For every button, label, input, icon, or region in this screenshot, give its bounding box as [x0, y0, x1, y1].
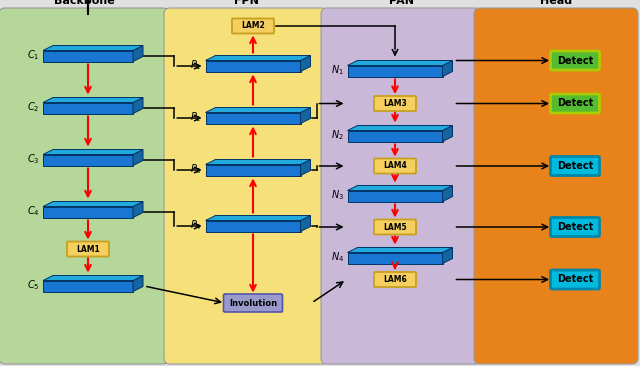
Text: $N_3$: $N_3$ [331, 188, 344, 202]
Polygon shape [348, 186, 452, 190]
FancyBboxPatch shape [474, 8, 638, 364]
Polygon shape [205, 220, 301, 232]
Polygon shape [43, 102, 133, 113]
Text: $C_1$: $C_1$ [27, 48, 39, 62]
Polygon shape [205, 216, 310, 220]
Polygon shape [442, 60, 452, 76]
Text: Detect: Detect [557, 274, 593, 284]
Text: $C_2$: $C_2$ [27, 100, 39, 114]
Polygon shape [301, 108, 310, 123]
Polygon shape [133, 97, 143, 113]
FancyBboxPatch shape [374, 272, 416, 287]
Polygon shape [348, 126, 452, 131]
Text: LAM2: LAM2 [241, 22, 265, 30]
Polygon shape [43, 51, 133, 61]
Text: $C_5$: $C_5$ [27, 278, 39, 292]
Polygon shape [205, 164, 301, 176]
FancyBboxPatch shape [232, 19, 274, 34]
Text: $P_3$: $P_3$ [189, 162, 202, 176]
Polygon shape [43, 97, 143, 102]
Text: Head: Head [540, 0, 572, 6]
Polygon shape [442, 247, 452, 264]
FancyBboxPatch shape [550, 157, 600, 176]
Polygon shape [348, 131, 442, 142]
Polygon shape [205, 108, 310, 112]
Text: $P_2$: $P_2$ [190, 110, 201, 124]
Polygon shape [348, 60, 452, 66]
Text: $C_4$: $C_4$ [27, 204, 40, 218]
Polygon shape [205, 56, 310, 60]
Text: $N_1$: $N_1$ [331, 63, 344, 77]
Text: Detect: Detect [557, 222, 593, 232]
FancyBboxPatch shape [374, 96, 416, 111]
Polygon shape [43, 202, 143, 206]
FancyBboxPatch shape [164, 8, 328, 364]
Polygon shape [205, 112, 301, 123]
FancyBboxPatch shape [550, 51, 600, 70]
FancyBboxPatch shape [374, 220, 416, 235]
FancyBboxPatch shape [550, 270, 600, 289]
Polygon shape [43, 280, 133, 291]
Polygon shape [348, 190, 442, 202]
Text: Detect: Detect [557, 56, 593, 66]
Text: $P_1$: $P_1$ [189, 58, 201, 72]
Text: $C_3$: $C_3$ [27, 152, 39, 166]
FancyBboxPatch shape [550, 217, 600, 236]
Text: LAM4: LAM4 [383, 161, 407, 171]
Polygon shape [348, 253, 442, 264]
FancyBboxPatch shape [321, 8, 481, 364]
Polygon shape [301, 216, 310, 232]
Text: Backbone: Backbone [54, 0, 115, 6]
Polygon shape [43, 154, 133, 165]
FancyBboxPatch shape [374, 158, 416, 173]
Polygon shape [133, 202, 143, 217]
Polygon shape [133, 45, 143, 61]
Text: PAN: PAN [388, 0, 413, 6]
Text: LAM1: LAM1 [76, 244, 100, 254]
Text: LAM3: LAM3 [383, 99, 407, 108]
Text: LAM6: LAM6 [383, 275, 407, 284]
Text: LAM5: LAM5 [383, 223, 407, 232]
Polygon shape [301, 160, 310, 176]
Text: Detect: Detect [557, 161, 593, 171]
Polygon shape [301, 56, 310, 71]
Polygon shape [442, 126, 452, 142]
Polygon shape [348, 247, 452, 253]
Polygon shape [43, 149, 143, 154]
Text: FPN: FPN [234, 0, 259, 6]
Polygon shape [133, 149, 143, 165]
FancyBboxPatch shape [67, 242, 109, 257]
Polygon shape [442, 186, 452, 202]
Text: $P_4$: $P_4$ [189, 218, 202, 232]
Text: Detect: Detect [557, 98, 593, 108]
FancyBboxPatch shape [550, 94, 600, 113]
Polygon shape [43, 45, 143, 51]
Text: $N_2$: $N_2$ [331, 128, 344, 142]
FancyBboxPatch shape [223, 294, 282, 312]
Text: Involution: Involution [229, 299, 277, 307]
Polygon shape [43, 276, 143, 280]
Text: $N_4$: $N_4$ [331, 250, 344, 264]
Polygon shape [43, 206, 133, 217]
Polygon shape [205, 60, 301, 71]
Polygon shape [348, 66, 442, 76]
Polygon shape [205, 160, 310, 164]
Polygon shape [133, 276, 143, 291]
FancyBboxPatch shape [0, 8, 169, 364]
